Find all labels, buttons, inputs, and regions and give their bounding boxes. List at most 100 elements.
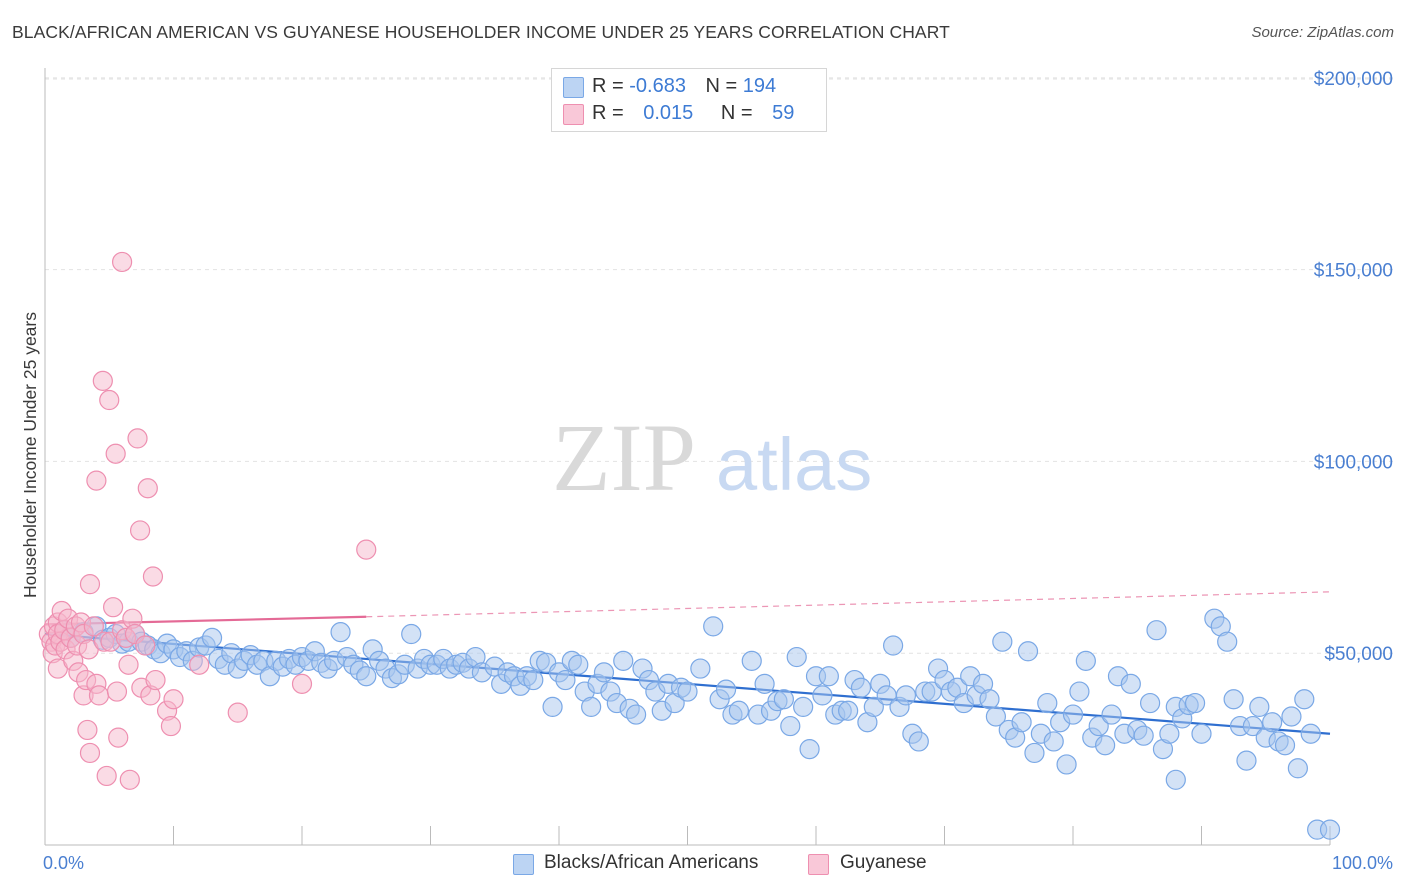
data-point: [754, 673, 775, 694]
data-point: [523, 669, 544, 691]
data-point: [401, 623, 422, 645]
data-point: [189, 654, 210, 675]
series-swatch-guyanese: [808, 854, 829, 875]
n-label: N =: [720, 102, 753, 124]
data-point: [135, 635, 156, 656]
data-point: [850, 677, 872, 698]
data-point: [979, 689, 1000, 710]
data-point: [793, 696, 814, 718]
data-point: [1017, 641, 1039, 662]
r-value: -0.683: [629, 75, 686, 97]
data-point: [79, 574, 101, 595]
data-point: [1056, 754, 1077, 775]
data-point: [111, 251, 133, 273]
data-point: [356, 539, 377, 560]
y-tick-label: $100,000: [1314, 452, 1393, 473]
data-point: [106, 681, 128, 702]
data-point: [88, 685, 110, 706]
data-point: [613, 650, 634, 671]
data-point: [118, 654, 139, 675]
correlation-legend: R = -0.683 N = 194 R = 0.015 N = 59: [551, 68, 827, 132]
data-point: [895, 685, 917, 706]
data-point: [786, 646, 807, 668]
data-point: [812, 685, 833, 706]
data-point: [356, 666, 377, 687]
series-legend: Blacks/African Americans Guyanese: [0, 850, 1406, 878]
data-point: [83, 616, 104, 637]
legend-swatch-pink: [563, 104, 584, 125]
data-point: [703, 616, 724, 637]
data-point: [92, 370, 113, 391]
data-point: [105, 443, 126, 464]
data-point: [1120, 673, 1141, 694]
data-point: [129, 520, 151, 541]
data-point: [799, 739, 820, 760]
data-point: [690, 658, 711, 679]
series-label-blacks: Blacks/African Americans: [544, 852, 759, 873]
axes: [44, 68, 1331, 846]
data-point: [555, 669, 576, 691]
data-point: [1075, 650, 1096, 671]
data-point: [728, 700, 750, 721]
x-tick-label-min: 0.0%: [43, 853, 84, 873]
data-point: [818, 666, 839, 687]
data-point: [201, 627, 223, 648]
data-point: [581, 696, 602, 718]
data-point: [1294, 689, 1315, 710]
n-value: 59: [772, 102, 795, 124]
y-tick-label: $150,000: [1314, 261, 1393, 282]
data-point: [127, 428, 148, 449]
data-point: [86, 470, 107, 491]
y-axis-title: Householder Income Under 25 years: [20, 312, 40, 598]
chart-title: BLACK/AFRICAN AMERICAN VS GUYANESE HOUSE…: [12, 22, 950, 42]
data-point: [773, 689, 794, 710]
data-point: [1062, 704, 1084, 725]
data-point: [1088, 715, 1109, 737]
data-point: [79, 742, 101, 764]
data-point: [1281, 706, 1302, 727]
data-point: [1223, 689, 1244, 710]
data-point: [291, 673, 313, 694]
data-point: [137, 478, 158, 499]
data-point: [103, 597, 124, 618]
data-point: [863, 696, 884, 718]
data-point: [1037, 692, 1058, 714]
x-tick-label-max: 100.0%: [1332, 853, 1393, 873]
data-point: [142, 566, 164, 587]
data-point: [1184, 692, 1206, 714]
data-point: [908, 731, 929, 752]
data-point: [838, 700, 859, 721]
data-point: [227, 702, 248, 723]
trend-line-guyanese-extension: [366, 591, 1331, 618]
data-point: [593, 662, 615, 683]
data-point: [568, 654, 589, 675]
data-point: [992, 631, 1013, 652]
series-label-guyanese: Guyanese: [840, 852, 927, 873]
data-point: [1217, 631, 1238, 652]
watermark-zip: ZIP: [552, 404, 696, 511]
data-point: [677, 681, 698, 702]
source-credit: Source: ZipAtlas.com: [1251, 24, 1394, 41]
data-point: [985, 706, 1007, 727]
data-point: [1287, 758, 1308, 779]
data-point: [77, 719, 98, 741]
data-point: [1024, 742, 1045, 764]
grid-lines: [45, 77, 1395, 654]
legend-swatch-blue: [563, 77, 584, 98]
x-tick-labels: 0.0% 100.0%: [43, 853, 1393, 873]
data-point: [1101, 704, 1122, 725]
data-point: [780, 715, 801, 737]
data-point: [882, 635, 904, 656]
data-point: [542, 696, 563, 718]
n-value: 194: [742, 75, 777, 97]
data-point: [1165, 769, 1186, 790]
data-point: [1319, 819, 1341, 840]
data-point: [1242, 715, 1264, 737]
y-tick-labels: $50,000 $100,000 $150,000 $200,000: [1314, 69, 1393, 665]
data-point: [330, 622, 351, 643]
data-point: [1011, 712, 1032, 733]
data-point: [1236, 750, 1257, 771]
y-tick-label: $50,000: [1324, 644, 1393, 665]
data-point: [715, 679, 737, 700]
